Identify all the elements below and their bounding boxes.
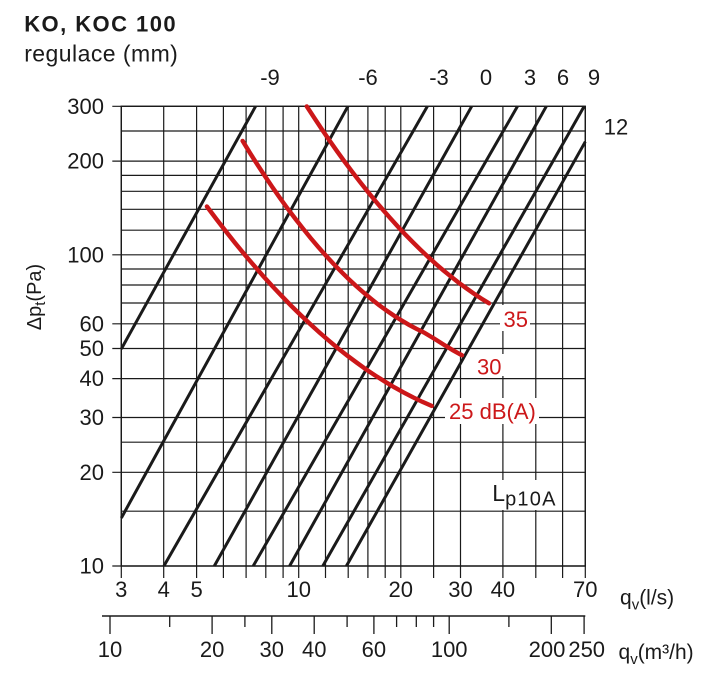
- svg-text:35: 35: [504, 307, 528, 332]
- svg-text:20: 20: [200, 637, 224, 662]
- svg-text:qv(l/s): qv(l/s): [620, 587, 674, 614]
- svg-text:60: 60: [362, 637, 386, 662]
- svg-text:40: 40: [302, 637, 326, 662]
- svg-text:30: 30: [477, 355, 501, 380]
- svg-text:4: 4: [158, 577, 170, 602]
- svg-text:20: 20: [80, 460, 104, 485]
- svg-text:9: 9: [588, 65, 600, 90]
- svg-text:regulace (mm): regulace (mm): [24, 41, 178, 67]
- svg-text:-3: -3: [429, 65, 449, 90]
- svg-text:Δpt(Pa): Δpt(Pa): [24, 264, 49, 330]
- svg-text:12: 12: [604, 115, 628, 140]
- svg-text:6: 6: [557, 65, 569, 90]
- svg-text:250: 250: [568, 637, 605, 662]
- svg-text:20: 20: [389, 577, 413, 602]
- svg-text:KO, KOC 100: KO, KOC 100: [24, 12, 177, 37]
- svg-text:50: 50: [80, 336, 104, 361]
- svg-text:30: 30: [260, 637, 284, 662]
- svg-text:200: 200: [67, 149, 104, 174]
- svg-text:-9: -9: [260, 65, 280, 90]
- svg-text:60: 60: [80, 311, 104, 336]
- svg-text:qv(m³/h): qv(m³/h): [619, 641, 694, 668]
- svg-text:40: 40: [80, 366, 104, 391]
- svg-text:5: 5: [190, 577, 202, 602]
- svg-text:10: 10: [98, 637, 122, 662]
- svg-text:0: 0: [480, 65, 492, 90]
- svg-text:30: 30: [448, 577, 472, 602]
- svg-text:300: 300: [67, 94, 104, 119]
- svg-text:3: 3: [524, 65, 536, 90]
- svg-text:100: 100: [431, 637, 468, 662]
- svg-text:30: 30: [80, 405, 104, 430]
- svg-text:-6: -6: [358, 65, 378, 90]
- svg-text:3: 3: [115, 577, 127, 602]
- svg-text:10: 10: [286, 577, 310, 602]
- svg-text:70: 70: [573, 577, 597, 602]
- svg-text:200: 200: [529, 637, 566, 662]
- svg-text:100: 100: [67, 242, 104, 267]
- svg-text:40: 40: [491, 577, 515, 602]
- svg-text:10: 10: [80, 554, 104, 579]
- svg-text:25 dB(A): 25 dB(A): [449, 399, 536, 424]
